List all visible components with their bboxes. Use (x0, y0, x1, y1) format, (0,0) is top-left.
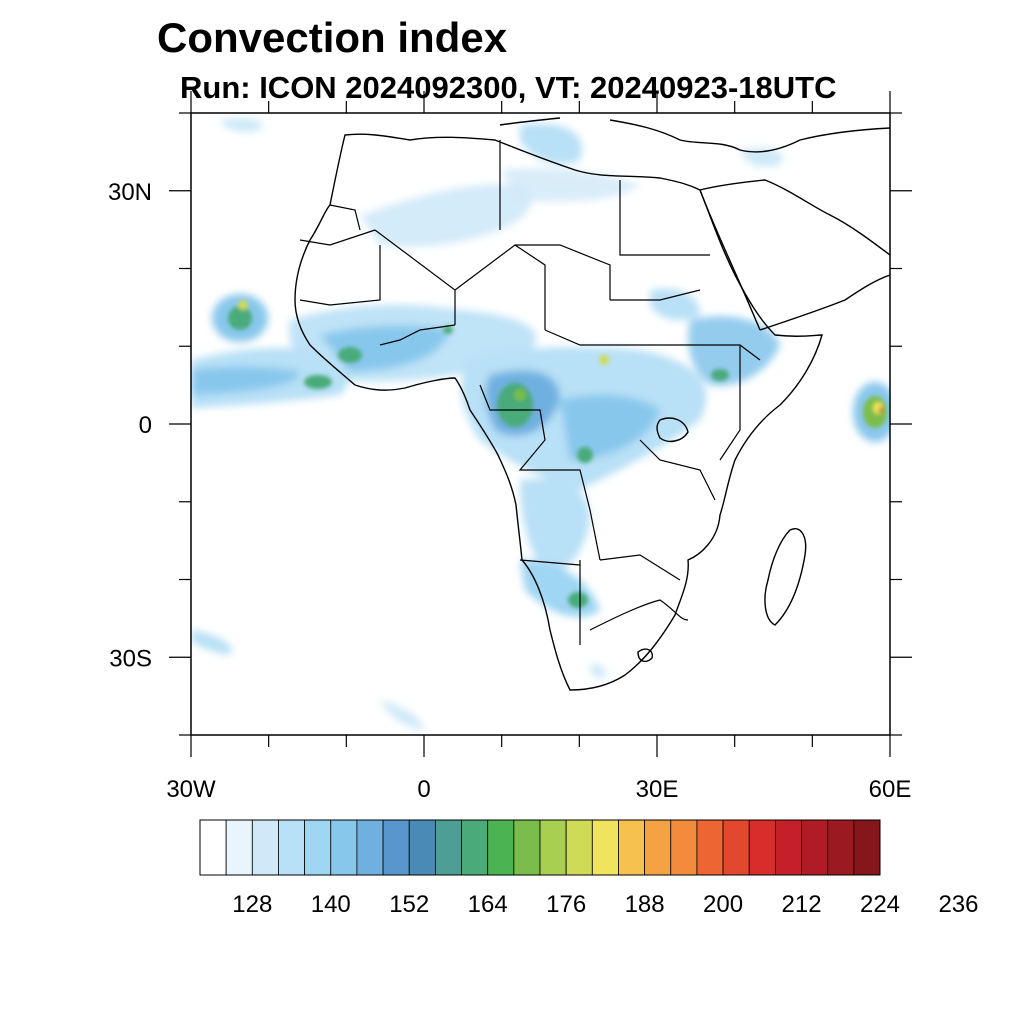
x-tick-label: 30E (636, 776, 679, 803)
colorbar-frame (199, 819, 881, 876)
convection-field (191, 118, 890, 730)
y-tick-label: 0 (139, 412, 152, 439)
colorbar-labels: 128 140 152 164 176 188 200 212 224 236 (232, 891, 978, 918)
colorbar-swatch (461, 819, 489, 876)
colorbar-swatch (199, 819, 227, 876)
colorbar-swatch (487, 819, 515, 876)
colorbar-swatch (722, 819, 750, 876)
colorbar-swatch (853, 819, 881, 876)
x-tick-label: 30W (166, 776, 216, 803)
country-borders (299, 140, 761, 645)
colorbar-swatch (225, 819, 253, 876)
colorbar-swatch (670, 819, 698, 876)
colorbar-swatch (618, 819, 646, 876)
coastlines (294, 117, 890, 691)
colorbar-swatch (330, 819, 358, 876)
colorbar-swatch (591, 819, 619, 876)
colorbar-swatch (408, 819, 436, 876)
colorbar-swatch (774, 819, 802, 876)
colorbar-label: 236 (938, 891, 978, 918)
x-tick-label: 0 (417, 776, 430, 803)
colorbar-label: 140 (311, 891, 351, 918)
colorbar-label: 164 (468, 891, 508, 918)
colorbar-swatch (539, 819, 567, 876)
colorbar-swatch (513, 819, 541, 876)
colorbar-label: 128 (232, 891, 272, 918)
colorbar-swatch (251, 819, 279, 876)
colorbar-label: 152 (389, 891, 429, 918)
axis-ticks (169, 91, 912, 757)
colorbar-label: 188 (625, 891, 665, 918)
colorbar-label: 200 (703, 891, 743, 918)
colorbar-swatch (644, 819, 672, 876)
y-tick-label: 30S (109, 645, 152, 672)
colorbar (199, 819, 881, 876)
axis-tick-labels: 30W 0 30E 60E 30N 0 30S (108, 179, 911, 803)
chart-title: Convection index (157, 14, 508, 61)
colorbar-swatch (696, 819, 724, 876)
colorbar-swatch (434, 819, 462, 876)
x-tick-label: 60E (869, 776, 912, 803)
colorbar-swatch (565, 819, 593, 876)
colorbar-swatch (748, 819, 776, 876)
y-tick-label: 30N (108, 179, 152, 206)
colorbar-label: 212 (782, 891, 822, 918)
colorbar-swatch (382, 819, 410, 876)
colorbar-label: 176 (546, 891, 586, 918)
colorbar-swatch (304, 819, 332, 876)
colorbar-swatch (801, 819, 829, 876)
colorbar-swatch (356, 819, 384, 876)
chart-subtitle: Run: ICON 2024092300, VT: 20240923-18UTC (180, 70, 837, 105)
colorbar-swatch (278, 819, 306, 876)
colorbar-swatch (827, 819, 855, 876)
colorbar-label: 224 (860, 891, 900, 918)
